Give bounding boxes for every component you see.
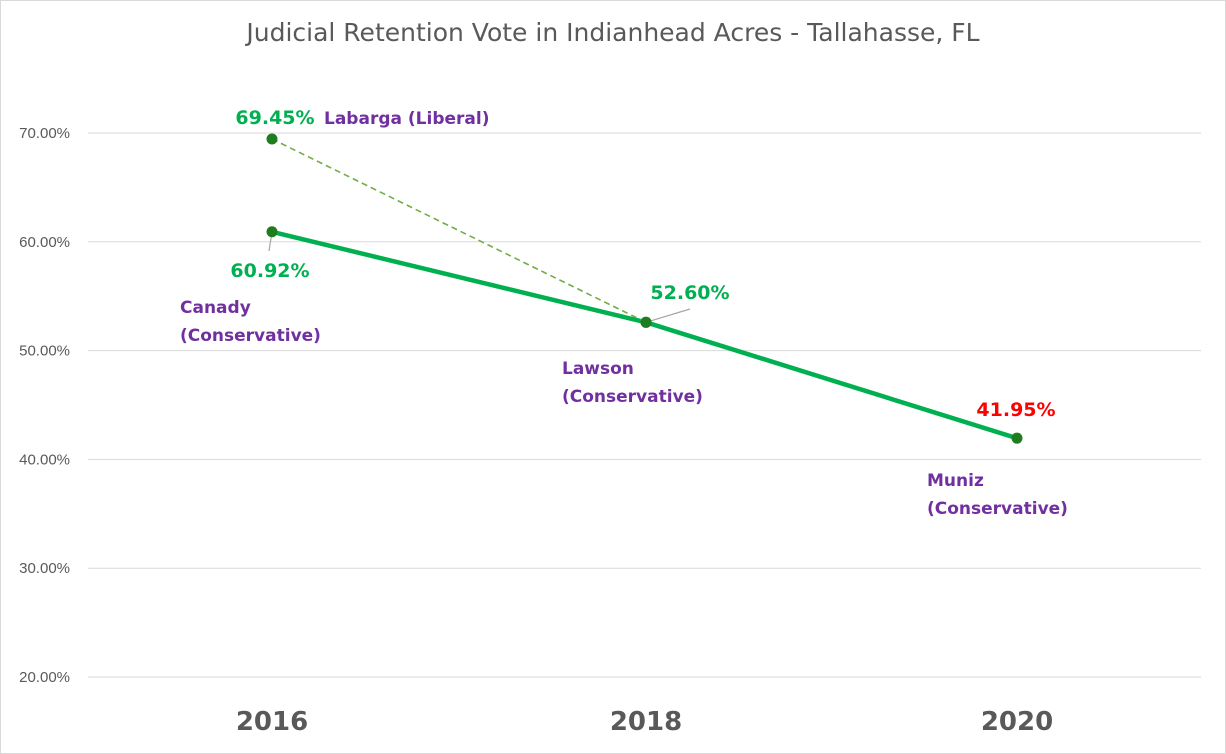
judge-name-label: (Conservative) <box>562 387 703 407</box>
judge-name-label: Canady <box>180 298 251 318</box>
judge-name-label: Muniz <box>927 471 984 491</box>
data-point-marker <box>640 316 652 328</box>
y-tick-label: 40.00% <box>19 451 70 468</box>
leader-line <box>645 308 691 323</box>
y-tick-label: 50.00% <box>19 343 70 360</box>
x-tick-label: 2016 <box>236 707 308 737</box>
y-tick-label: 20.00% <box>19 669 70 686</box>
data-point-marker <box>1011 432 1023 444</box>
data-point-marker <box>266 133 278 145</box>
judge-name-label: (Conservative) <box>180 326 321 346</box>
y-tick-label: 30.00% <box>19 560 70 577</box>
data-label: 52.60% <box>650 282 729 304</box>
judge-name-label: (Conservative) <box>927 499 1068 519</box>
x-tick-label: 2018 <box>610 707 682 737</box>
data-point-marker <box>266 226 278 238</box>
y-tick-label: 70.00% <box>19 125 70 142</box>
data-label: 41.95% <box>976 399 1055 421</box>
x-tick-label: 2020 <box>981 707 1053 737</box>
y-tick-label: 60.00% <box>19 234 70 251</box>
judge-name-label: Lawson <box>562 359 634 379</box>
solid-series-line <box>271 229 1018 441</box>
data-label: 60.92% <box>230 260 309 282</box>
chart-title: Judicial Retention Vote in Indianhead Ac… <box>246 18 980 47</box>
data-label: 69.45% <box>235 107 314 129</box>
dashed-series-line <box>271 138 647 324</box>
judge-name-label: Labarga (Liberal) <box>324 109 489 129</box>
